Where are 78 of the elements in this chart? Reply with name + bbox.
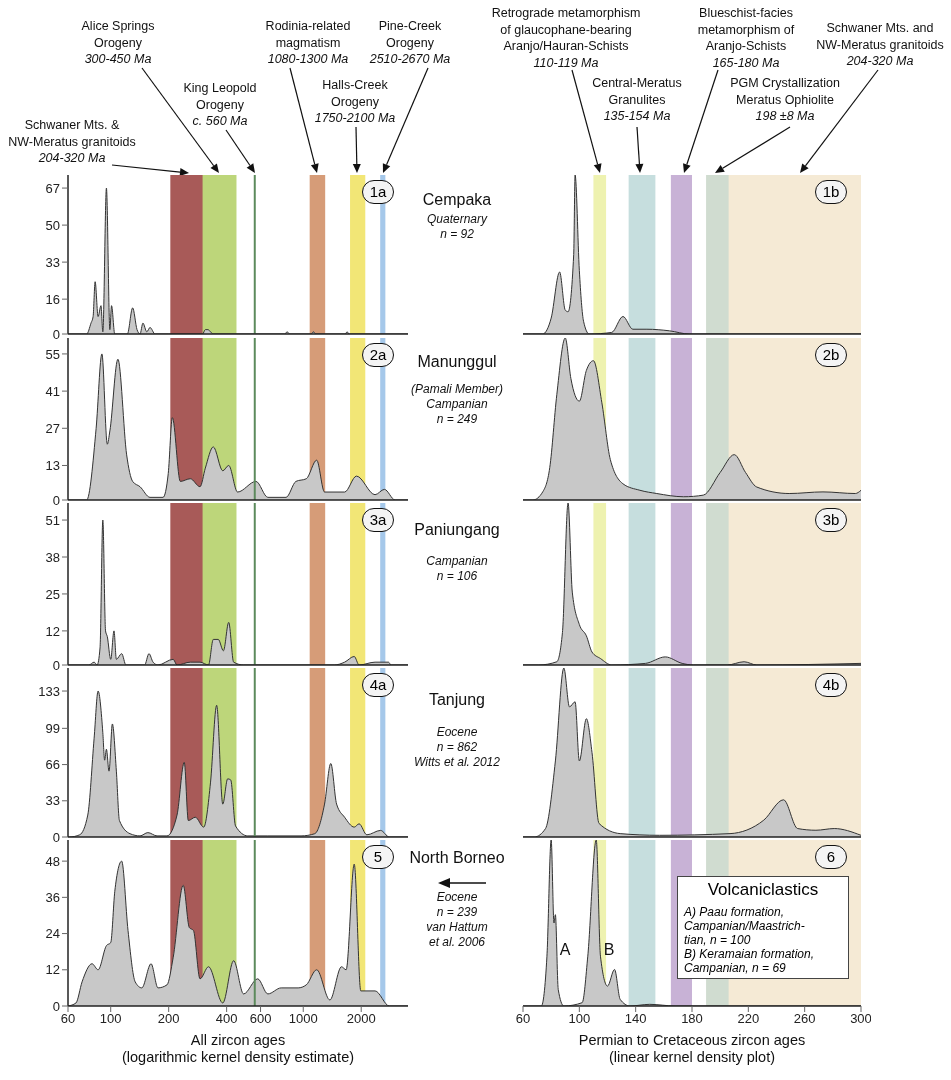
y-tick-label: 12 [45,623,60,639]
annotation: 1b [815,180,847,204]
y-tick-label: 66 [45,757,60,773]
text: Paniungang [413,521,501,539]
text: Eocene n = 862 Witts et al. 2012 [413,725,501,770]
y-tick-label: 50 [45,217,60,233]
y-tick-label: 33 [45,793,60,809]
annotation: 4a [362,673,394,697]
text: Alice Springs Orogeny 300-450 Ma [81,19,155,66]
annotation: B [602,940,616,960]
annotation: Volcaniclastics [706,880,820,900]
text: Retrograde metamorphism of glaucophane-bearing Aranjo/Hauran-Schists 110-119 Ma [491,6,641,70]
x-tick-label: 600 [249,1011,272,1027]
x-tick-label: 200 [157,1011,180,1027]
x-tick-label: 100 [568,1011,591,1027]
text: Schwaner Mts. & NW-Meratus granitoids 204-320 Ma [8,118,136,165]
x-tick-label: 100 [99,1011,122,1027]
x-tick-label: 220 [737,1011,760,1027]
text: King Leopold Orogeny c. 560 Ma [183,81,257,128]
text: Schwaner Mts. and NW-Meratus granitoids 204-320 Ma [816,21,944,68]
text: Tanjung [427,691,486,709]
text: Halls-Creek Orogeny 1750-2100 Ma [314,78,396,125]
text: PGM Crystallization Meratus Ophiolite 198 ±8 Ma [730,76,840,123]
annotation: 3b [815,508,847,532]
x-axis-title: Permian to Cretaceous zircon ages (linear kernel density plot) [577,1032,807,1066]
annotation: B) Keramaian formation, Campanian, n = 69 [684,947,816,975]
note-box: Volcaniclastics A) Paau formation, Campanian/Maastrich- tian, n = 100 B) Keramaian formation, Campanian, n = 69 [677,876,849,979]
text: Manunggul [416,353,498,371]
y-tick-label: 36 [45,889,60,905]
text: Cempaka [421,191,493,209]
y-tick-label: 0 [52,829,60,845]
x-tick-label: 2000 [346,1011,376,1027]
y-tick-label: 67 [45,180,60,196]
y-tick-label: 16 [45,291,60,307]
annotation: 5 [362,845,394,869]
x-tick-label: 1000 [288,1011,318,1027]
x-tick-label: 180 [681,1011,703,1027]
text: North Borneo [408,849,506,867]
text: (Pamali Member) Campanian n = 249 [410,382,504,427]
text: Quaternary n = 92 [426,212,489,242]
y-tick-label: 48 [45,853,60,869]
y-tick-label: 12 [45,962,60,978]
annotation: 2a [362,343,394,367]
y-tick-label: 51 [45,512,60,528]
annotation: 3a [362,508,394,532]
y-tick-label: 0 [52,998,60,1014]
y-tick-label: 55 [45,346,60,362]
text: Central-Meratus Granulites 135-154 Ma [592,76,682,123]
annotation: 4b [815,673,847,697]
x-tick-label: 260 [793,1011,816,1027]
y-tick-label: 0 [52,492,60,508]
x-tick-label: 140 [624,1011,647,1027]
y-tick-label: 41 [45,383,60,399]
y-tick-label: 99 [45,720,60,736]
y-tick-label: 25 [45,586,60,602]
text: Pine-Creek Orogeny 2510-2670 Ma [368,19,451,66]
annotation: A [558,940,572,960]
annotation: 1a [362,180,394,204]
x-tick-label: 300 [850,1011,872,1027]
y-tick-label: 0 [52,326,60,342]
text: Rodinia-related magmatism 1080-1300 Ma [265,19,351,66]
y-tick-label: 38 [45,549,60,565]
x-axis-title: All zircon ages (logarithmic kernel density estimate) [120,1032,356,1066]
text: Eocene n = 239 van Hattum et al. 2006 [425,890,489,950]
text: Campanian n = 106 [425,554,489,584]
y-tick-label: 133 [38,683,60,699]
y-tick-label: 33 [45,254,60,270]
text: Blueschist-facies metamorphism of Aranjo-Schists 165-180 Ma [697,6,795,70]
annotation: 6 [815,845,847,869]
x-tick-label: 60 [515,1011,531,1027]
x-tick-label: 400 [215,1011,238,1027]
y-tick-label: 27 [45,420,60,436]
annotation: 2b [815,343,847,367]
annotation: A) Paau formation, Campanian/Maastrich- tian, n = 100 [684,905,806,947]
y-tick-label: 0 [52,657,60,673]
y-tick-label: 24 [45,926,60,942]
y-tick-label: 13 [45,458,60,474]
x-tick-label: 60 [60,1011,76,1027]
